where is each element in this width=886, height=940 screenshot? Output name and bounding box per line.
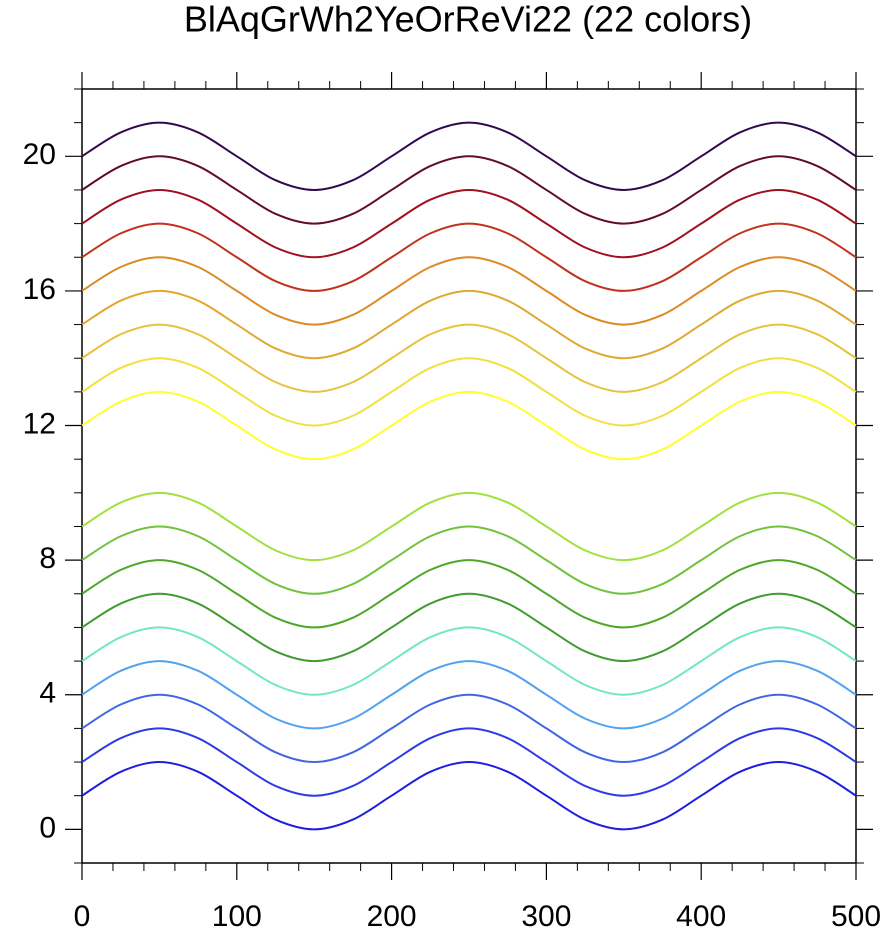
series-line bbox=[81, 357, 857, 427]
series-line bbox=[81, 592, 857, 663]
y-tick-label: 0 bbox=[39, 811, 56, 844]
x-tick-label: 500 bbox=[831, 900, 881, 933]
series-line bbox=[81, 660, 857, 730]
series-line bbox=[81, 559, 857, 629]
plot-frame bbox=[81, 88, 857, 864]
series-line bbox=[81, 727, 857, 797]
x-tick-label: 0 bbox=[74, 900, 91, 933]
y-tick-label: 16 bbox=[23, 273, 56, 306]
y-tick-label: 20 bbox=[23, 138, 56, 171]
y-tick-label: 4 bbox=[39, 677, 56, 710]
series-line bbox=[81, 761, 857, 831]
series-line bbox=[81, 390, 857, 461]
series-line bbox=[81, 256, 857, 326]
x-tick-label: 100 bbox=[212, 900, 262, 933]
x-tick-label: 300 bbox=[521, 900, 571, 933]
series-line bbox=[81, 491, 857, 562]
series-line bbox=[81, 155, 857, 225]
series-line bbox=[81, 323, 857, 393]
y-tick-label: 12 bbox=[23, 407, 56, 440]
series-line bbox=[81, 121, 857, 191]
series-line bbox=[81, 693, 857, 764]
series-line bbox=[81, 626, 857, 696]
series-line bbox=[81, 188, 857, 259]
series-line bbox=[81, 222, 857, 292]
series-line bbox=[81, 525, 857, 595]
y-tick-label: 8 bbox=[39, 542, 56, 575]
x-tick-label: 400 bbox=[676, 900, 726, 933]
x-tick-label: 200 bbox=[367, 900, 417, 933]
series-line bbox=[81, 289, 857, 360]
chart-title: BlAqGrWh2YeOrReVi22 (22 colors) bbox=[184, 0, 752, 40]
